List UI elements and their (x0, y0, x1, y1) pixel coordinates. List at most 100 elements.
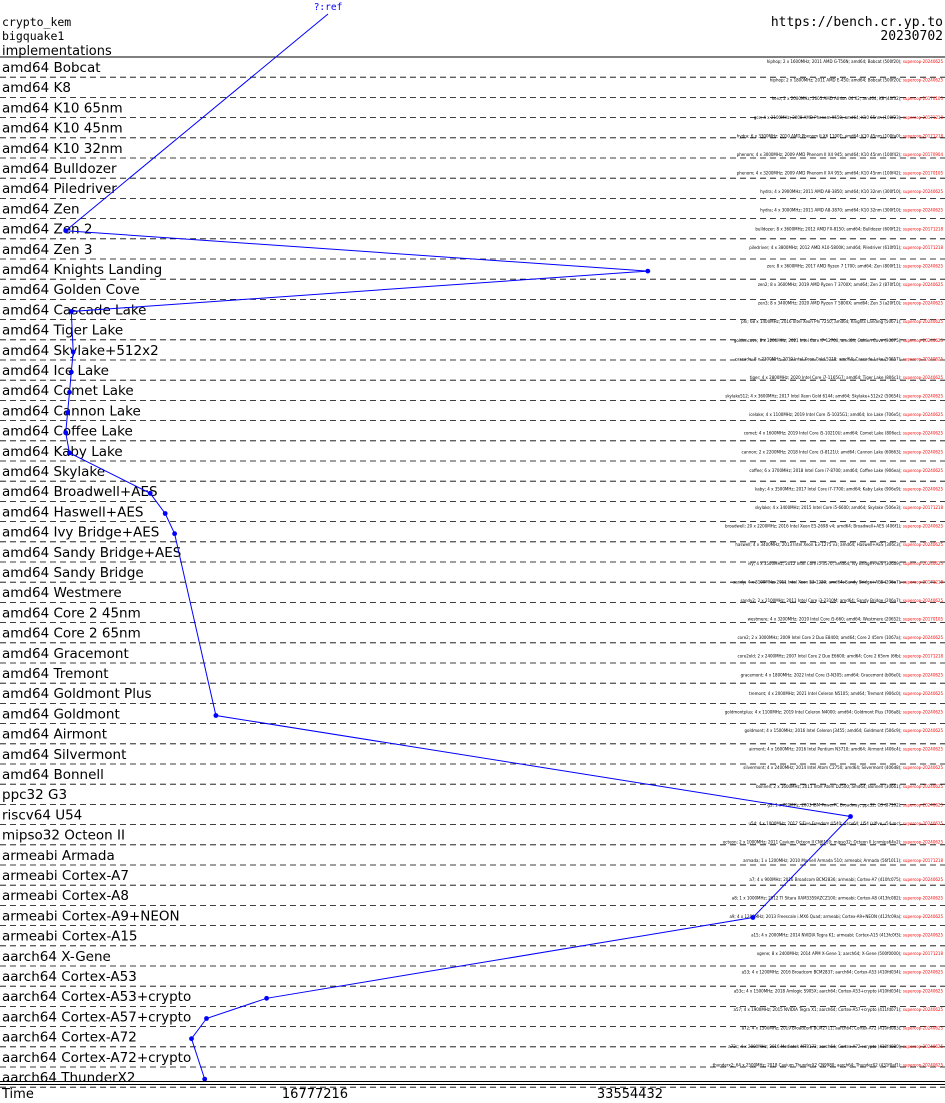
row-label: amd64 Haswell+AES (2, 504, 143, 520)
row-label: amd64 Westmere (2, 585, 122, 601)
machine-description: phenom; 4 x 3000MHz; 2009 AMD Phenom II … (737, 152, 944, 157)
machine-description: a8; 1 x 1000MHz; 2012 TI Sitara XAM3359A… (732, 895, 944, 900)
machine-description: silvermont; 4 x 2400MHz; 2014 Intel Atom… (743, 765, 943, 770)
row-label: aarch64 X-Gene (2, 949, 111, 965)
machine-description: hiphop; 2 x 1600MHz; 2011 AMD G-T56N; am… (767, 59, 944, 64)
series-line (65, 230, 852, 1080)
row-label: aarch64 Cortex-A72+crypto (2, 1050, 191, 1066)
row-label: armeabi Cortex-A15 (2, 929, 138, 945)
data-point (213, 713, 219, 718)
row-label: aarch64 Cortex-A53 (2, 969, 137, 985)
row-label: amd64 Sandy Bridge (2, 565, 144, 581)
ref-annotation: ?:ref (314, 2, 343, 13)
ref-connector (65, 13, 329, 232)
machine-description: a15; 4 x 2000MHz; 2014 NVIDIA Tegra K1; … (751, 933, 943, 938)
data-point (70, 349, 76, 355)
data-point (264, 995, 269, 1001)
row-label: amd64 K10 45nm (2, 121, 123, 137)
row-label: amd64 Zen (2, 201, 80, 217)
data-point (750, 915, 756, 920)
x-tick-label: 33554432 (597, 1087, 663, 1102)
machine-description: zen3; 8 x 3400MHz; 2020 AMD Ryzen 7 5800… (758, 301, 944, 306)
row-label: amd64 Knights Landing (2, 262, 162, 278)
machine-description: octeon; 2 x 1000MHz; 2011 Cavium Octeon … (723, 840, 944, 845)
data-point (848, 814, 853, 819)
machine-description: sandy; 4 x 3100MHz; 2011 Intel Xeon E3-1… (733, 579, 943, 584)
row-label: amd64 Skylake+512x2 (2, 343, 159, 359)
machine-description: a53; 4 x 1200MHz; 2016 Broadcom BCM2837;… (742, 970, 944, 975)
machine-description: ivy; 4 x 3500MHz; 2012 Intel Core i5-357… (748, 561, 944, 566)
row-label: amd64 Zen 2 (2, 222, 92, 238)
machine-description: goldencove; 8 x 3200MHz; 2021 Intel Core… (734, 338, 944, 343)
machine-description: thunderx2; 64 x 2500MHz; 2018 Cavium Thu… (713, 1063, 944, 1068)
row-label: amd64 Bobcat (2, 60, 101, 76)
x-axis-label: Time (1, 1087, 34, 1102)
data-point (204, 1016, 209, 1021)
row-label: amd64 Kaby Lake (2, 444, 123, 460)
row-label: amd64 Airmont (2, 727, 107, 743)
row-label: amd64 Gracemont (2, 646, 129, 662)
row-label: armeabi Armada (2, 848, 115, 864)
row-label: amd64 Cascade Lake (2, 302, 147, 318)
data-point (63, 430, 69, 436)
machine-description: tiger; 4 x 2800MHz; 2020 Intel Core i7-1… (750, 375, 944, 380)
machine-description: kaby; 4 x 3500MHz; 2017 Intel Core i7-77… (755, 487, 943, 492)
machine-description: g3; 1 x 720MHz; 2003 IBM PowerPC Broadwa… (767, 802, 943, 807)
machine-description: tremont; 4 x 2000MHz; 2021 Intel Celeron… (749, 691, 943, 696)
machine-description: u54; 4 x 1000MHz; 2017 SiFive Freedom U5… (749, 821, 944, 826)
row-label: aarch64 Cortex-A53+crypto (2, 989, 191, 1005)
data-point (67, 450, 72, 456)
machine-description: icelake; 4 x 1100MHz; 2019 Intel Core i5… (749, 412, 943, 417)
machine-description: coffee; 6 x 3700MHz; 2018 Intel Core i7-… (749, 468, 943, 473)
data-point (189, 1036, 194, 1042)
row-label: aarch64 Cortex-A72 (2, 1030, 137, 1046)
row-label: amd64 Goldmont Plus (2, 686, 152, 702)
machine-description: hydra; 4 x 3000MHz; 2011 AMD A8-3870; am… (760, 208, 943, 213)
machine-description: sandy2; 2 x 2100MHz; 2011 Intel Core i3-… (740, 598, 943, 603)
series-layer (63, 13, 853, 1082)
machine-description: a57; 4 x 1900MHz; 2015 NVIDIA Tegra X1; … (734, 1007, 944, 1012)
row-label: mipso32 Octeon II (2, 828, 125, 844)
row-label: amd64 Bulldozer (2, 161, 117, 177)
machine-description: phi; 68 x 1400MHz; 2016 Intel Xeon Phi 7… (741, 319, 943, 324)
data-point (202, 1076, 208, 1082)
row-label: amd64 Core 2 65nm (2, 626, 141, 642)
x-tick-label: 16777216 (282, 1087, 348, 1102)
row-label: amd64 Goldmont (2, 706, 120, 722)
data-point (147, 490, 153, 496)
data-point (68, 369, 74, 375)
row-label: amd64 K10 65nm (2, 100, 123, 116)
row-label: ppc32 G3 (2, 787, 67, 803)
row-label: amd64 Piledriver (2, 181, 117, 197)
row-label: amd64 Tiger Lake (2, 323, 123, 339)
x-axis-ticks: 16777216 33554432 (282, 1087, 663, 1102)
data-point (645, 268, 651, 274)
header: crypto_kem bigquake1 implementations htt… (2, 2, 943, 59)
machine-description: goldmont; 4 x 1500MHz; 2016 Intel Celero… (744, 728, 943, 733)
machine-description: hiphop; 2 x 1800MHz; 2011 AMD E-450; amd… (770, 78, 944, 83)
machine-description: a72; 4 x 1500MHz; 2019 Broadcom BCM2711;… (742, 1025, 944, 1030)
row-label: amd64 Core 2 45nm (2, 605, 141, 621)
machine-description: piledriver; 4 x 3800MHz; 2012 AMD A10-58… (749, 245, 943, 250)
data-point (65, 410, 70, 415)
machine-description: a7; 4 x 900MHz; 2016 Broadcom BCM2836; a… (749, 877, 943, 882)
header-right-date: 20230702 (880, 29, 943, 44)
header-right-url: https://bench.cr.yp.to (771, 15, 943, 30)
row-label: amd64 Broadwell+AES (2, 484, 158, 500)
row-label: amd64 Golden Cove (2, 282, 140, 298)
data-point (68, 309, 74, 314)
row-label: amd64 Cannon Lake (2, 403, 141, 419)
machine-description: broadwell; 20 x 2200MHz; 2016 Intel Xeon… (725, 524, 943, 529)
machine-description: gcc; 4 x 2100MHz; 2008 AMD Phenom 9550; … (754, 115, 944, 120)
row-label: armeabi Cortex-A8 (2, 888, 129, 904)
machine-description: zen2; 8 x 3600MHz; 2019 AMD Ryzen 7 3700… (758, 282, 944, 287)
machine-description: hydra; 6 x 3300MHz; 2010 AMD Phenom II X… (737, 133, 944, 138)
row-label: amd64 Ivy Bridge+AES (2, 525, 159, 541)
row-label: amd64 Sandy Bridge+AES (2, 545, 181, 561)
header-subtitle: implementations (2, 44, 112, 59)
machine-description: a72c; 4 x 2000MHz; 2016 Mediatek MT8173;… (728, 1044, 943, 1049)
machine-description: core2; 2 x 3000MHz; 2009 Intel Core 2 Du… (737, 635, 943, 640)
machine-description: haswell; 4 x 3400MHz; 2013 Intel Xeon E3… (735, 542, 943, 547)
machine-description: cascade; 8 x 2300MHz; 2019 Intel Xeon Go… (735, 356, 943, 361)
